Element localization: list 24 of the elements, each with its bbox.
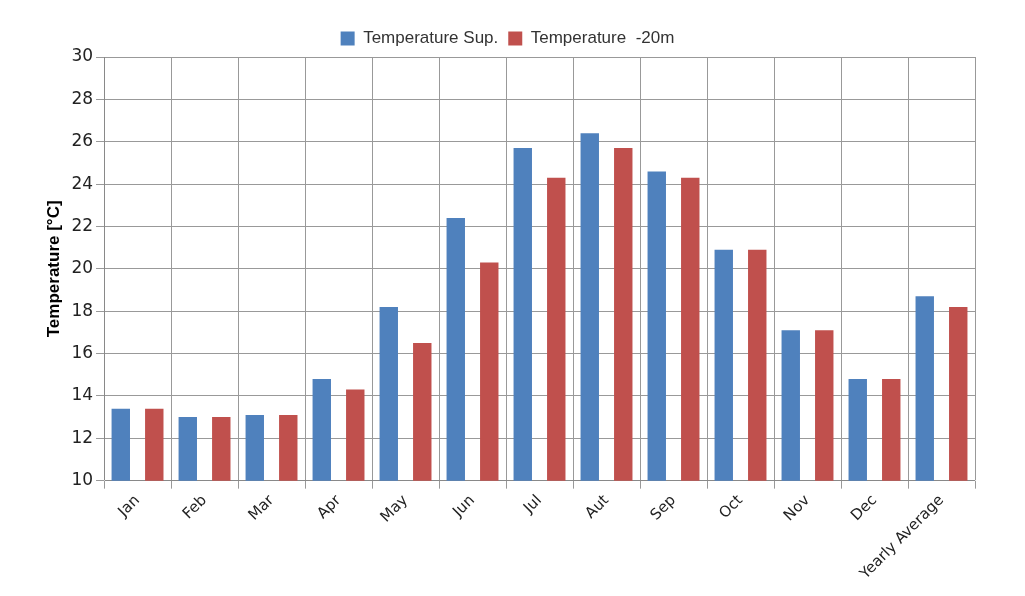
- x-tick-label: Jan: [113, 490, 144, 521]
- y-tick-label: 30: [71, 45, 94, 66]
- y-tick-label: 26: [71, 130, 94, 151]
- legend-label: Temperature -20m: [530, 28, 675, 48]
- legend-label: Temperature Sup.: [363, 28, 499, 48]
- y-axis-title: Temperature [°C]: [43, 200, 63, 338]
- y-tick-label: 22: [71, 214, 94, 235]
- y-tick-label: 28: [71, 87, 94, 108]
- y-tick-label: 10: [71, 469, 94, 490]
- y-tick-label: 16: [71, 341, 94, 362]
- y-tick-label: 14: [71, 384, 94, 405]
- y-tick-label: 12: [71, 426, 94, 447]
- x-tick-label: Aut: [581, 490, 613, 522]
- y-tick-label: 20: [71, 257, 94, 278]
- x-tick-label: Jun: [448, 490, 479, 521]
- x-tick-label: Mar: [244, 490, 278, 524]
- x-tick-label: Feb: [178, 490, 211, 523]
- x-tick-label: Oct: [715, 490, 747, 522]
- x-tick-label: Jul: [518, 490, 546, 518]
- y-tick-label: 24: [71, 172, 94, 193]
- x-tick-label: Dec: [846, 490, 881, 525]
- x-tick-label: Sep: [646, 490, 680, 524]
- x-tick-label: Apr: [313, 490, 345, 522]
- y-tick-label: 18: [71, 299, 94, 320]
